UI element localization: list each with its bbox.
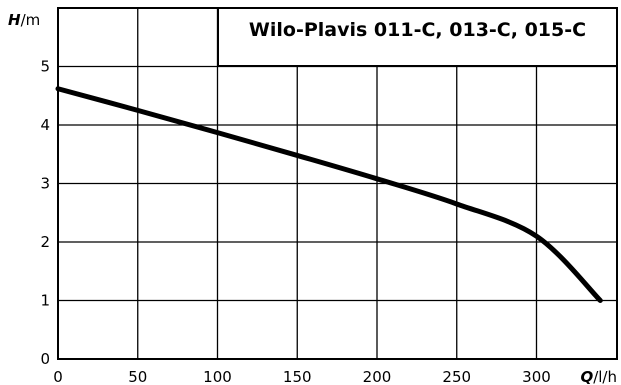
x-tick-label: 150: [283, 368, 312, 385]
x-axis-unit: /l/h: [593, 368, 617, 385]
x-axis-label: Q/l/h: [580, 368, 617, 385]
x-tick-label: 50: [128, 368, 147, 385]
y-tick-label: 2: [40, 233, 50, 251]
y-axis-symbol: H: [8, 11, 21, 29]
chart-title: Wilo-Plavis 011-C, 013-C, 015-C: [249, 19, 586, 41]
x-tick-label: 300: [522, 368, 551, 385]
x-tick-label: 200: [363, 368, 392, 385]
chart-title-box: Wilo-Plavis 011-C, 013-C, 015-C: [217, 7, 618, 67]
y-tick-label: 5: [40, 58, 50, 76]
y-axis-unit: /m: [21, 11, 41, 29]
x-tick-label: 250: [442, 368, 471, 385]
y-axis-label: H/m: [8, 11, 40, 29]
y-tick-label: 3: [40, 175, 50, 193]
x-tick-label: 100: [203, 368, 232, 385]
y-tick-label: 1: [40, 292, 50, 310]
y-tick-label: 0: [40, 350, 50, 368]
x-tick-labels: 0 50 100 150 200 250 300: [53, 368, 551, 385]
y-tick-labels: 0 1 2 3 4 5: [40, 58, 50, 369]
y-tick-label: 4: [40, 116, 50, 134]
x-tick-label: 0: [53, 368, 63, 385]
pump-curve-line: [55, 86, 603, 303]
x-axis-symbol: Q: [580, 368, 593, 385]
